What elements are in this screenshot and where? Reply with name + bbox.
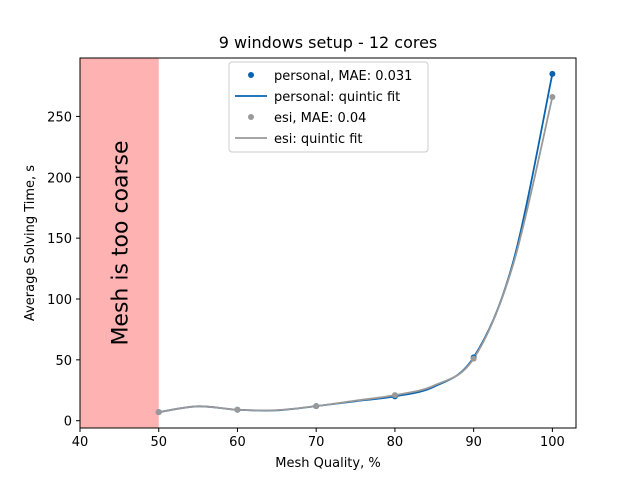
y-tick-label: 250 bbox=[47, 110, 72, 125]
shaded-region bbox=[80, 58, 159, 428]
y-tick-label: 50 bbox=[55, 354, 72, 369]
fit-line-1 bbox=[158, 96, 554, 414]
data-point bbox=[549, 93, 556, 100]
y-axis-label: Average Solving Time, s bbox=[23, 165, 38, 321]
axes-frame bbox=[79, 57, 577, 429]
x-tick-label: 70 bbox=[308, 435, 325, 450]
data-point bbox=[549, 70, 556, 77]
x-tick-label: 90 bbox=[465, 435, 482, 450]
x-tick-label: 80 bbox=[387, 435, 404, 450]
legend-label: esi: quintic fit bbox=[274, 132, 363, 147]
y-tick-label: 100 bbox=[47, 293, 72, 308]
legend-label: esi, MAE: 0.04 bbox=[274, 111, 366, 126]
legend-marker bbox=[248, 72, 254, 78]
chart-title: 9 windows setup - 12 cores bbox=[219, 33, 438, 52]
y-tick-label: 150 bbox=[47, 232, 72, 247]
data-point bbox=[234, 406, 241, 413]
x-axis-label: Mesh Quality, % bbox=[275, 456, 380, 471]
x-tick-label: 50 bbox=[150, 435, 167, 450]
legend-label: personal: quintic fit bbox=[274, 90, 400, 105]
legend-box bbox=[228, 61, 429, 153]
y-tick-label: 0 bbox=[64, 415, 72, 430]
data-point bbox=[313, 403, 320, 410]
legend-label: personal, MAE: 0.031 bbox=[274, 69, 412, 84]
legend: personal, MAE: 0.031 personal: quintic fi… bbox=[228, 61, 429, 153]
x-tick-label: 40 bbox=[72, 435, 89, 450]
data-point bbox=[155, 409, 162, 416]
shaded-region-label: Mesh is too coarse bbox=[108, 140, 133, 345]
plot-area: Mesh is too coarse 40 50 60 70 80 90 100 0 50 100 1… bbox=[47, 57, 577, 450]
data-point bbox=[470, 355, 477, 362]
data-point bbox=[391, 392, 398, 399]
legend-marker bbox=[248, 114, 254, 120]
y-tick-label: 200 bbox=[47, 171, 72, 186]
x-tick-label: 100 bbox=[540, 435, 565, 450]
x-tick-label: 60 bbox=[229, 435, 246, 450]
